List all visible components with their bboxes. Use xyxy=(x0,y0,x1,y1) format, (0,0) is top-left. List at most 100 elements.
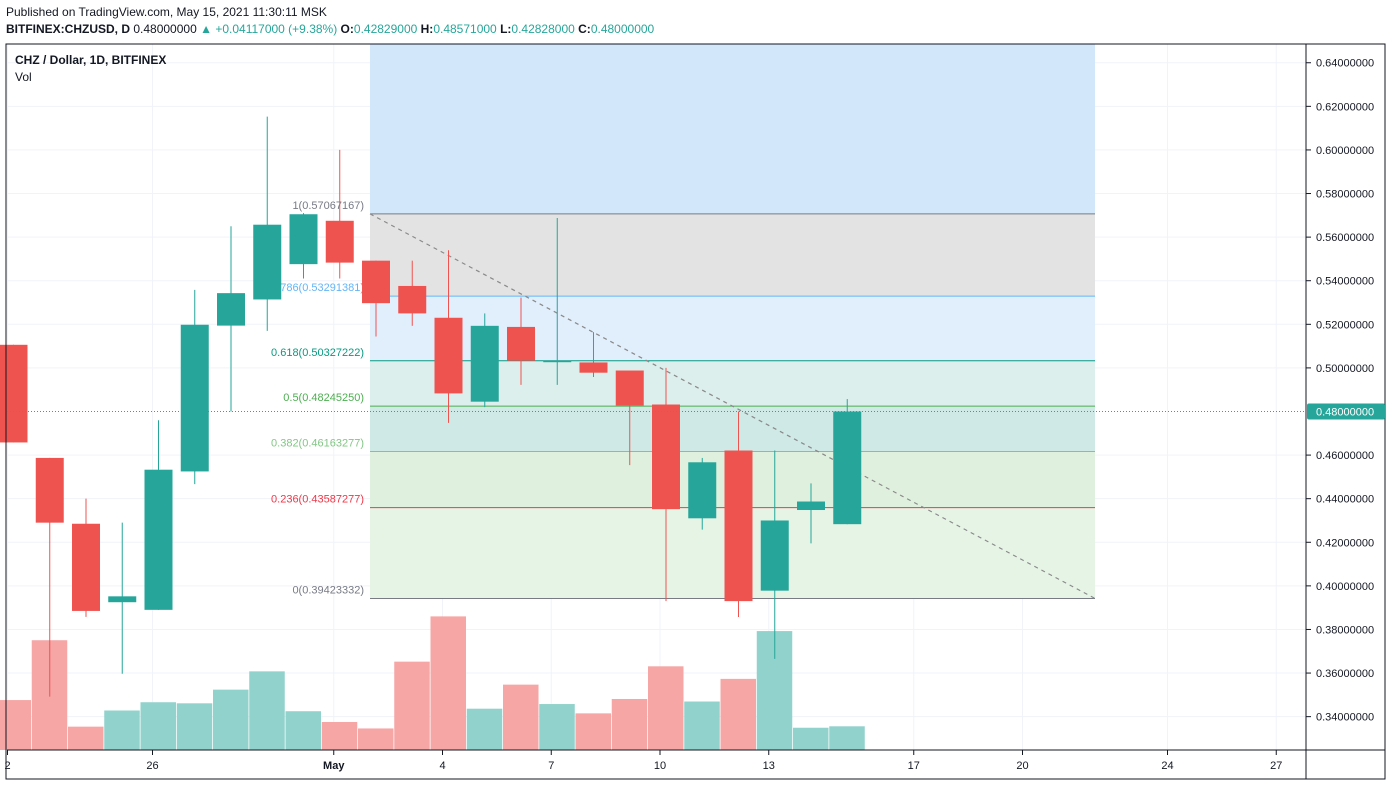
candle-body xyxy=(688,462,717,519)
close-value: 0.48000000 xyxy=(590,22,655,36)
price-tick-label: 0.44000000 xyxy=(1316,494,1374,506)
open-value: 0.42829000 xyxy=(353,22,418,36)
change-up-icon: ▲ xyxy=(200,22,212,36)
volume-legend: Vol xyxy=(15,70,32,84)
fib-level-label: 0.5(0.48245250) xyxy=(283,392,364,404)
candle-body xyxy=(615,370,644,406)
price-tick-label: 0.60000000 xyxy=(1316,145,1374,157)
time-tick-label: 26 xyxy=(146,760,158,772)
volume-bar xyxy=(176,703,213,750)
price-tick-label: 0.56000000 xyxy=(1316,232,1374,244)
volume-bar xyxy=(213,689,249,750)
volume-bar xyxy=(648,666,684,750)
volume-bar xyxy=(503,684,539,750)
volume-bar xyxy=(358,728,394,750)
volume-bar xyxy=(249,671,285,750)
open-label: O: xyxy=(340,22,354,36)
candle-body xyxy=(180,324,209,472)
candle-body xyxy=(797,501,825,511)
candle-body xyxy=(253,224,282,300)
candle-body xyxy=(507,326,535,361)
low-value: 0.42828000 xyxy=(511,22,575,36)
volume-bar xyxy=(394,661,430,750)
time-tick-label: 10 xyxy=(654,760,666,772)
candle-body xyxy=(35,457,64,523)
time-tick-label: 27 xyxy=(1270,760,1282,772)
volume-bar xyxy=(285,711,321,750)
high-label: H: xyxy=(420,22,434,36)
candle-body xyxy=(0,344,28,443)
candle-body xyxy=(72,523,100,611)
time-tick-label: 7 xyxy=(548,760,554,772)
candlesticks xyxy=(0,116,862,697)
volume-bars xyxy=(0,616,865,750)
candle-body xyxy=(217,293,245,326)
volume-bar xyxy=(720,678,756,750)
candle-body xyxy=(579,362,608,373)
low-label: L: xyxy=(500,22,512,36)
volume-bar xyxy=(321,721,358,750)
fib-level-label: 0.236(0.43587277) xyxy=(271,494,364,506)
last-price-tag xyxy=(1307,403,1385,420)
fib-zone xyxy=(370,406,1095,452)
volume-bar xyxy=(611,698,648,750)
time-tick-label: May xyxy=(323,760,345,772)
volume-bar xyxy=(793,727,829,750)
volume-bar xyxy=(575,713,611,750)
price-tick-label: 0.38000000 xyxy=(1316,624,1374,636)
axes: 0.64000000 0.62000000 0.60000000 0.58000000… xyxy=(4,58,1385,772)
price-tick-label: 0.54000000 xyxy=(1316,276,1374,288)
price-tick-label: 0.64000000 xyxy=(1316,58,1374,70)
candle-body xyxy=(289,214,318,265)
volume-bar xyxy=(104,710,140,750)
candle-body xyxy=(543,360,572,363)
fibonacci-retracement[interactable]: 1(0.57067167) 0.786(0.53291381) 0.618(0.50… xyxy=(271,44,1096,599)
fib-level-label: 0.382(0.46163277) xyxy=(271,438,364,450)
candle-body xyxy=(470,325,499,402)
volume-bar xyxy=(140,702,176,750)
fib-zone xyxy=(370,213,1095,297)
published-caption: Published on TradingView.com, May 15, 20… xyxy=(6,5,327,19)
price-tick-label: 0.42000000 xyxy=(1316,537,1374,549)
price-tick-label: 0.50000000 xyxy=(1316,363,1374,375)
fib-level-label: 1(0.57067167) xyxy=(292,200,364,212)
candle-body xyxy=(108,596,137,603)
close-label: C: xyxy=(578,22,591,36)
price-tick-label: 0.40000000 xyxy=(1316,581,1374,593)
candle-body xyxy=(398,285,427,314)
volume-bar xyxy=(829,726,865,750)
price-tick-label: 0.46000000 xyxy=(1316,450,1374,462)
candle-body xyxy=(362,260,390,304)
symbol-label: BITFINEX:CHZUSD, D xyxy=(6,22,130,36)
chart-title: CHZ / Dollar, 1D, BITFINEX xyxy=(15,53,166,67)
volume-bar xyxy=(68,726,104,750)
price-tick-label: 0.62000000 xyxy=(1316,101,1374,113)
volume-bar xyxy=(466,708,503,750)
time-tick-label: 24 xyxy=(1161,760,1173,772)
price-tick-label: 0.58000000 xyxy=(1316,189,1374,201)
volume-bar xyxy=(539,704,575,750)
fib-level-label: 0.786(0.53291381) xyxy=(271,282,364,294)
time-tick-label: 17 xyxy=(908,760,920,772)
price-tick-label: 0.34000000 xyxy=(1316,712,1374,724)
fib-level-label: 0.618(0.50327222) xyxy=(271,347,364,359)
candle-body xyxy=(434,317,463,394)
time-tick-label: 2 xyxy=(4,760,10,772)
fib-zone-top xyxy=(370,44,1095,214)
symbol-ohlc-line: BITFINEX:CHZUSD, D 0.48000000 ▲ +0.04117… xyxy=(6,22,654,36)
high-value: 0.48571000 xyxy=(433,22,497,36)
change-value: +0.04117000 (+9.38%) xyxy=(215,22,338,36)
candle-body xyxy=(833,411,862,525)
candle-body xyxy=(325,220,354,263)
time-tick-label: 4 xyxy=(439,760,445,772)
last-price-label: 0.48000000 xyxy=(1316,406,1374,418)
candle-body xyxy=(144,469,173,610)
candle-body xyxy=(760,520,789,591)
volume-bar xyxy=(430,616,466,750)
price-tick-label: 0.36000000 xyxy=(1316,668,1374,680)
last-price-value: 0.48000000 xyxy=(133,22,197,36)
fib-level-label: 0(0.39423332) xyxy=(292,584,364,596)
volume-bar xyxy=(0,700,31,750)
volume-bar xyxy=(684,701,720,750)
